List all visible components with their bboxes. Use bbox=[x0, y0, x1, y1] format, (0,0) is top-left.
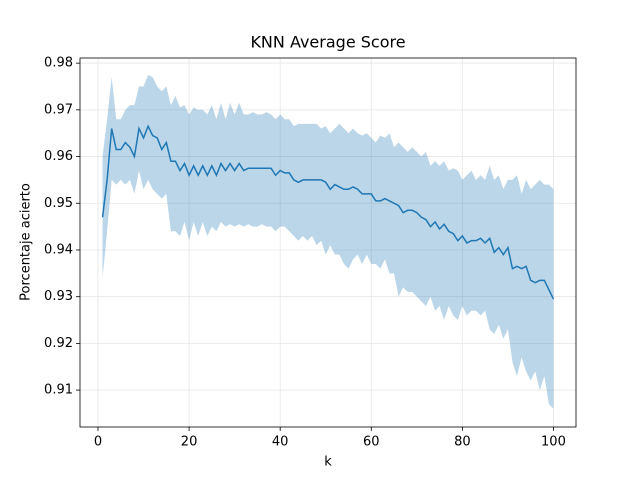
plot-frame bbox=[79, 57, 577, 428]
y-tick-label: 0.96 bbox=[44, 149, 73, 164]
y-tick-label: 0.92 bbox=[44, 336, 73, 351]
x-axis-label: k bbox=[324, 455, 332, 470]
x-tick-label: 60 bbox=[363, 435, 380, 450]
y-tick-label: 0.91 bbox=[44, 383, 73, 398]
y-tick-label: 0.97 bbox=[44, 102, 73, 117]
x-tick-label: 0 bbox=[94, 435, 102, 450]
y-axis-label: Porcentaje acierto bbox=[19, 183, 34, 301]
x-tick-label: 40 bbox=[272, 435, 289, 450]
x-tick-label: 20 bbox=[181, 435, 198, 450]
y-tick-label: 0.93 bbox=[44, 289, 73, 304]
chart-title: KNN Average Score bbox=[250, 33, 405, 52]
x-tick-label: 100 bbox=[541, 435, 566, 450]
y-tick-label: 0.94 bbox=[44, 242, 73, 257]
mean-line bbox=[101, 124, 555, 300]
std-band bbox=[102, 74, 554, 409]
y-tick-label: 0.95 bbox=[44, 196, 73, 211]
y-tick-label: 0.98 bbox=[44, 56, 73, 71]
x-tick-label: 80 bbox=[454, 435, 471, 450]
